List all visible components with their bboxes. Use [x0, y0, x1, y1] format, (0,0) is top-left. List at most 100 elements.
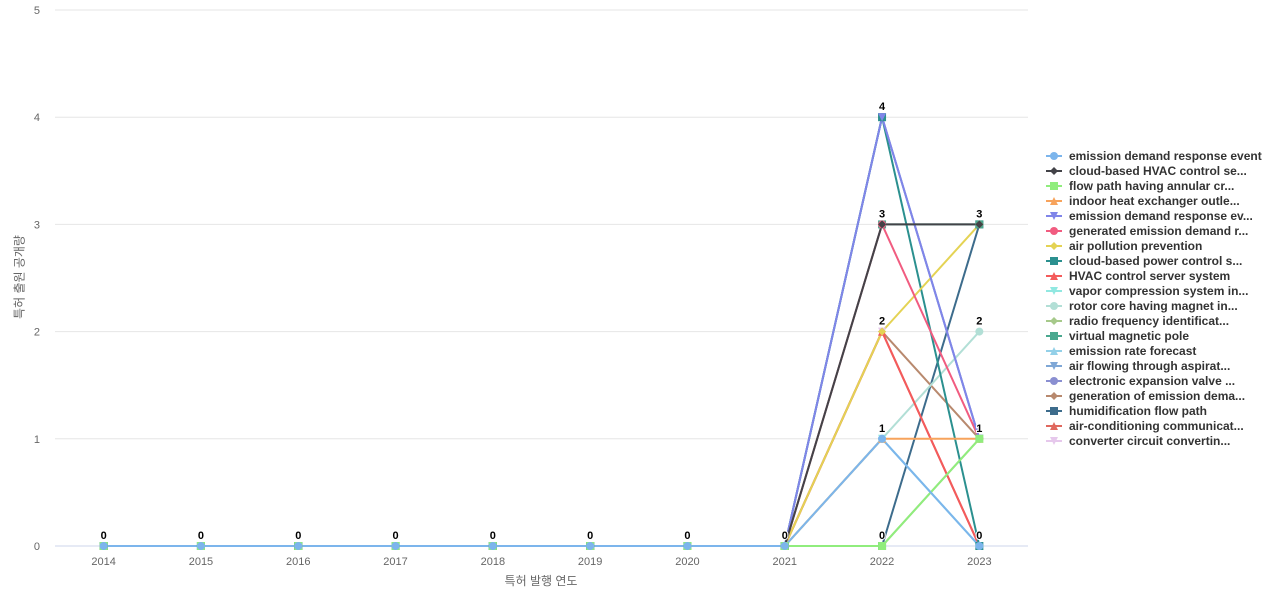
y-tick-label: 1 [34, 434, 40, 446]
x-axis-ticks: 2014 2015 2016 2017 2018 2019 2020 2021 2022 2023 [91, 556, 991, 568]
legend-item[interactable]: rotor core having magnet in... [1046, 298, 1262, 313]
legend-item[interactable]: generated emission demand r... [1046, 223, 1262, 238]
data-label: 1 [976, 423, 982, 435]
legend-label: cloud-based power control s... [1069, 253, 1243, 268]
legend-label: indoor heat exchanger outle... [1069, 193, 1240, 208]
data-label: 0 [295, 530, 301, 542]
legend-item[interactable]: converter circuit convertin... [1046, 433, 1262, 448]
y-axis-ticks: 0 1 2 3 4 5 [34, 5, 40, 553]
y-tick-label: 3 [34, 219, 40, 231]
series-markers [99, 113, 984, 550]
series-marker [975, 327, 984, 336]
grid-lines [55, 9, 1028, 547]
x-tick-label: 2017 [383, 556, 407, 568]
series-line [103, 437, 980, 547]
data-label: 1 [879, 423, 885, 435]
legend-label: cloud-based HVAC control se... [1069, 163, 1247, 178]
y-tick-label: 5 [34, 5, 40, 17]
legend-item[interactable]: cloud-based power control s... [1046, 253, 1262, 268]
legend-label: emission demand response event [1069, 148, 1262, 163]
series-line [103, 223, 980, 547]
legend-marker-icon [1046, 391, 1062, 400]
legend-label: HVAC control server system [1069, 268, 1231, 283]
x-tick-label: 2022 [870, 556, 894, 568]
series-marker [780, 542, 789, 550]
legend-label: emission demand response ev... [1069, 208, 1253, 223]
legend-item[interactable]: electronic expansion valve ... [1046, 373, 1262, 388]
legend-marker-icon [1046, 286, 1062, 295]
data-label: 0 [879, 530, 885, 542]
legend-item[interactable]: indoor heat exchanger outle... [1046, 193, 1262, 208]
legend-item[interactable]: flow path having annular cr... [1046, 178, 1262, 193]
legend-marker-icon [1046, 361, 1062, 370]
legend-label: vapor compression system in... [1069, 283, 1249, 298]
legend-marker-icon [1046, 211, 1062, 220]
legend-marker-icon [1046, 331, 1062, 340]
legend-marker-icon [1046, 346, 1062, 355]
legend-item[interactable]: air pollution prevention [1046, 238, 1262, 253]
legend-marker-icon [1046, 406, 1062, 415]
data-label: 0 [976, 530, 982, 542]
legend-item[interactable]: HVAC control server system [1046, 268, 1262, 283]
legend-item[interactable]: air flowing through aspirat... [1046, 358, 1262, 373]
legend-item[interactable]: radio frequency identificat... [1046, 313, 1262, 328]
x-tick-label: 2015 [189, 556, 213, 568]
data-label: 4 [879, 101, 886, 113]
legend-marker-icon [1046, 241, 1062, 250]
data-labels: 0 0 0 0 0 0 0 0 4 3 2 1 0 3 2 1 0 [100, 100, 984, 543]
legend-label: converter circuit convertin... [1069, 433, 1231, 448]
series-line [103, 223, 981, 547]
series-marker [99, 542, 108, 550]
series-line [103, 438, 981, 547]
series-line [103, 438, 981, 547]
series-line [103, 224, 981, 547]
series-marker [586, 542, 595, 550]
legend-marker-icon [1046, 376, 1062, 385]
series-line [103, 437, 981, 547]
series-marker [878, 542, 887, 550]
x-tick-label: 2018 [481, 556, 505, 568]
legend-item[interactable]: emission rate forecast [1046, 343, 1262, 358]
data-label: 3 [976, 208, 982, 220]
y-tick-label: 2 [34, 327, 40, 339]
legend-label: virtual magnetic pole [1069, 328, 1190, 343]
legend-label: electronic expansion valve ... [1069, 373, 1236, 388]
legend-label: air flowing through aspirat... [1069, 358, 1231, 373]
x-tick-label: 2019 [578, 556, 602, 568]
legend-item[interactable]: virtual magnetic pole [1046, 328, 1262, 343]
series-line [103, 437, 981, 547]
x-tick-label: 2016 [286, 556, 310, 568]
data-label: 0 [490, 530, 496, 542]
x-tick-label: 2014 [91, 556, 115, 568]
series-marker [391, 542, 400, 550]
series-marker [683, 542, 692, 550]
series-marker [878, 434, 887, 443]
legend-item[interactable]: generation of emission dema... [1046, 388, 1262, 403]
series-marker [878, 113, 887, 122]
legend-item[interactable]: humidification flow path [1046, 403, 1262, 418]
legend: emission demand response event cloud-base… [1046, 148, 1262, 448]
y-tick-label: 4 [34, 112, 40, 124]
legend-item[interactable]: emission demand response event [1046, 148, 1262, 163]
data-label: 0 [101, 530, 107, 542]
data-label: 0 [684, 530, 690, 542]
series-marker [975, 220, 984, 229]
series-marker [878, 327, 887, 336]
legend-label: radio frequency identificat... [1069, 313, 1230, 328]
legend-item[interactable]: vapor compression system in... [1046, 283, 1262, 298]
legend-marker-icon [1046, 271, 1062, 280]
y-tick-label: 0 [34, 541, 40, 553]
series-marker [294, 542, 303, 550]
legend-item[interactable]: air-conditioning communicat... [1046, 418, 1262, 433]
legend-label: air pollution prevention [1069, 238, 1203, 253]
series-marker [975, 542, 984, 550]
series-line [103, 223, 980, 547]
legend-item[interactable]: cloud-based HVAC control se... [1046, 163, 1262, 178]
series-line [103, 437, 981, 547]
legend-marker-icon [1046, 181, 1062, 190]
legend-marker-icon [1046, 316, 1062, 325]
legend-item[interactable]: emission demand response ev... [1046, 208, 1262, 223]
series-lines [103, 113, 981, 547]
data-label: 2 [879, 316, 885, 328]
legend-marker-icon [1046, 151, 1062, 160]
